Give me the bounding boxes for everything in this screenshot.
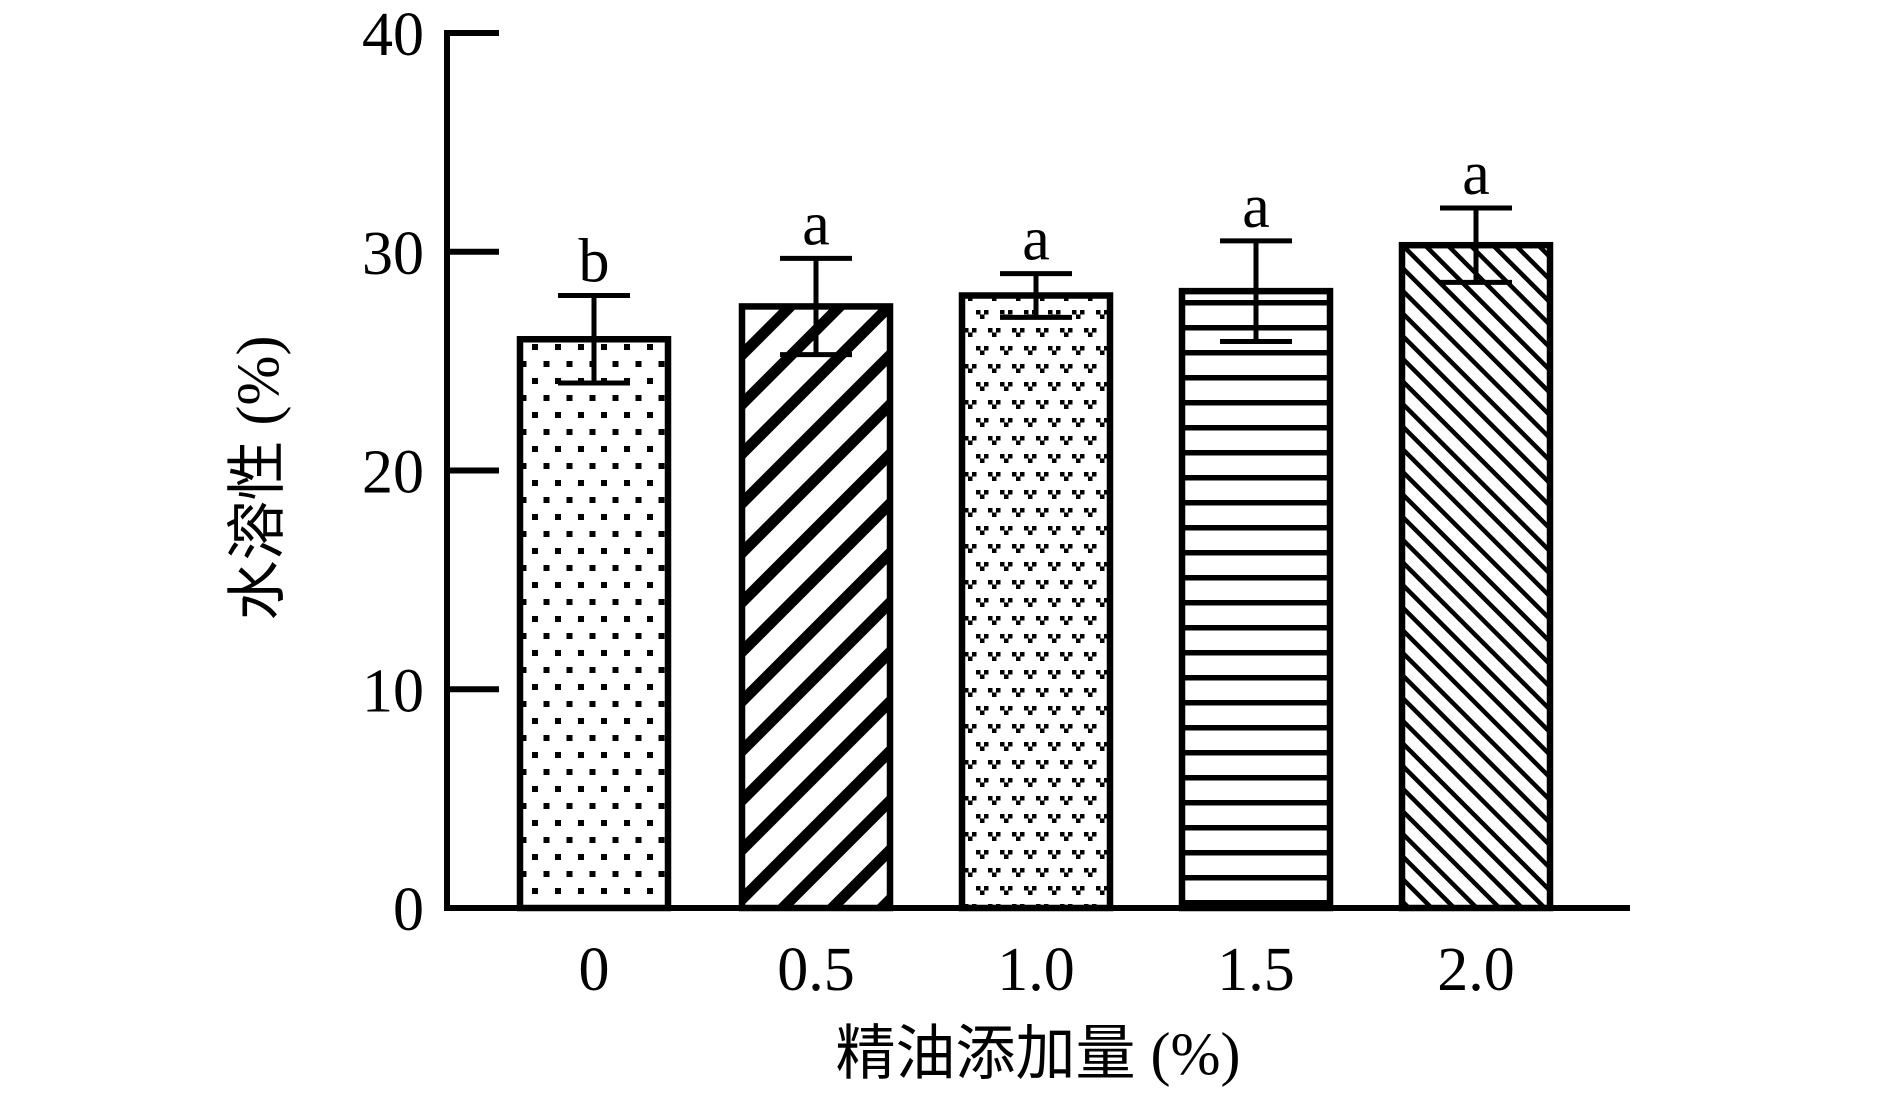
x-tick-label: 2.0 [1437,936,1515,1004]
bar-hatch [516,336,672,912]
bar-hatch [1178,287,1334,912]
significance-letter: a [1242,173,1270,241]
significance-letter: a [1462,140,1490,208]
y-tick-label: 0 [393,876,424,944]
x-tick-label: 0.5 [777,936,855,1004]
bar-hatch [738,303,894,912]
error-bars [558,205,1512,386]
y-tick-label: 20 [362,439,424,507]
significance-letter: a [1022,206,1050,274]
significance-letter: b [579,228,610,296]
y-tick-label: 10 [362,657,424,725]
y-tick-label: 40 [362,1,424,69]
x-tick-label: 1.0 [997,936,1075,1004]
bar-hatch [958,292,1114,912]
bars [516,241,1554,912]
x-tick-label: 0 [579,936,610,1004]
tick-labels: 0 10 20 30 40 b 0 a 0.5 a 1.0 a 1.5 a 2.0 [362,1,1515,1004]
x-tick-label: 1.5 [1217,936,1295,1004]
y-axis-title: 水溶性 (%) [225,336,291,621]
x-axis-title: 精油添加量 (%) [836,1021,1241,1087]
y-tick-label: 30 [362,220,424,288]
significance-letter: a [802,190,830,258]
bar-hatch [1398,241,1554,912]
